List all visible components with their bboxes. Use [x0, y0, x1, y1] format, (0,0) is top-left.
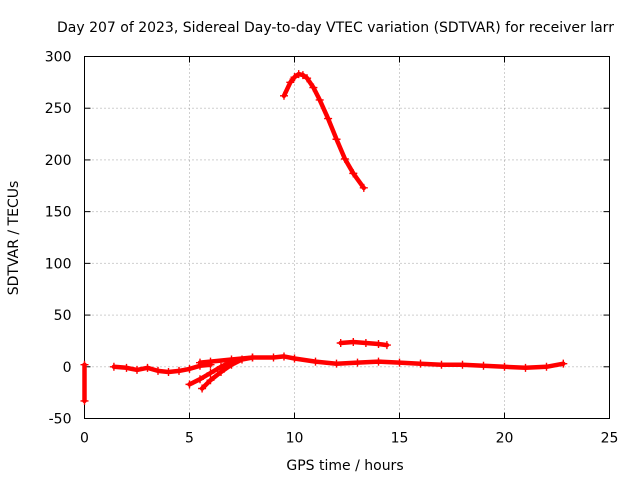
data-point	[332, 359, 341, 368]
data-point	[315, 95, 324, 104]
x-tick-label: 25	[601, 431, 619, 447]
x-axis-title: GPS time / hours	[286, 458, 403, 474]
data-point	[521, 363, 530, 372]
data-point	[437, 360, 446, 369]
data-point	[479, 361, 488, 370]
data-point	[143, 363, 152, 372]
data-point	[349, 337, 358, 346]
data-point	[361, 338, 370, 347]
data-point	[395, 358, 404, 367]
data-point	[500, 362, 509, 371]
data-point	[175, 366, 183, 375]
axis-ticks: 0 5 10 15 20 25 -50 0 50 100 150 200 250 300	[45, 50, 619, 447]
y-tick-label: 100	[45, 256, 72, 272]
data-point	[80, 360, 89, 369]
y-tick-label: 50	[54, 308, 72, 324]
data-point	[382, 341, 391, 350]
data-point	[324, 114, 333, 123]
data-point	[374, 340, 383, 349]
data-series-0	[280, 70, 368, 192]
data-point	[80, 396, 89, 405]
data-point	[109, 362, 118, 371]
y-axis-title: SDTVAR / TECUs	[6, 181, 22, 296]
x-tick-label: 20	[496, 431, 514, 447]
data-point	[185, 380, 194, 389]
data-point	[458, 360, 467, 369]
data-point	[336, 338, 345, 347]
data-point	[196, 375, 204, 384]
data-point	[248, 353, 257, 362]
plot-frame	[84, 56, 610, 419]
data-point	[206, 376, 215, 385]
chart-title: Day 207 of 2023, Sidereal Day-to-day VTE…	[57, 20, 614, 36]
data-point	[298, 71, 307, 80]
x-tick-label: 5	[185, 431, 194, 447]
data-point	[416, 359, 425, 368]
y-tick-label: 0	[63, 360, 72, 376]
data-series-5	[336, 337, 391, 350]
data-point	[227, 355, 236, 364]
data-point	[353, 358, 362, 367]
data-point	[374, 357, 383, 366]
data-point	[542, 362, 551, 371]
data-point	[206, 368, 215, 377]
data-series-6	[80, 360, 89, 405]
data-series-4	[196, 352, 568, 372]
y-tick-label: 300	[45, 50, 72, 66]
y-tick-label: 200	[45, 153, 72, 169]
y-tick-label: 150	[45, 205, 72, 221]
data-point	[217, 367, 225, 376]
data-point	[280, 91, 288, 100]
data-point	[206, 357, 215, 366]
data-point	[122, 363, 131, 372]
data-point	[332, 135, 341, 144]
data-point	[359, 183, 368, 192]
data-point	[286, 78, 295, 87]
data-point	[311, 357, 320, 366]
grid	[84, 56, 610, 419]
data-series	[80, 70, 568, 405]
series-line	[281, 71, 367, 191]
data-point	[269, 353, 278, 362]
data-point	[164, 367, 173, 376]
data-point	[309, 83, 318, 92]
x-tick-label: 10	[286, 431, 304, 447]
data-point	[185, 364, 194, 373]
data-series-1	[109, 360, 215, 376]
y-tick-label: 250	[45, 101, 72, 117]
x-tick-label: 15	[391, 431, 409, 447]
data-point	[290, 73, 299, 82]
data-point	[349, 169, 358, 178]
data-point	[559, 359, 568, 368]
x-tick-label: 0	[80, 431, 89, 447]
data-point	[198, 384, 207, 393]
data-point	[196, 358, 204, 367]
series-line	[111, 362, 213, 375]
data-point	[340, 154, 349, 163]
data-point	[154, 366, 162, 375]
data-point	[294, 70, 303, 79]
data-point	[133, 365, 141, 374]
data-point	[280, 352, 288, 361]
data-point	[290, 354, 299, 363]
y-tick-label: -50	[49, 412, 72, 428]
data-point	[303, 74, 312, 83]
